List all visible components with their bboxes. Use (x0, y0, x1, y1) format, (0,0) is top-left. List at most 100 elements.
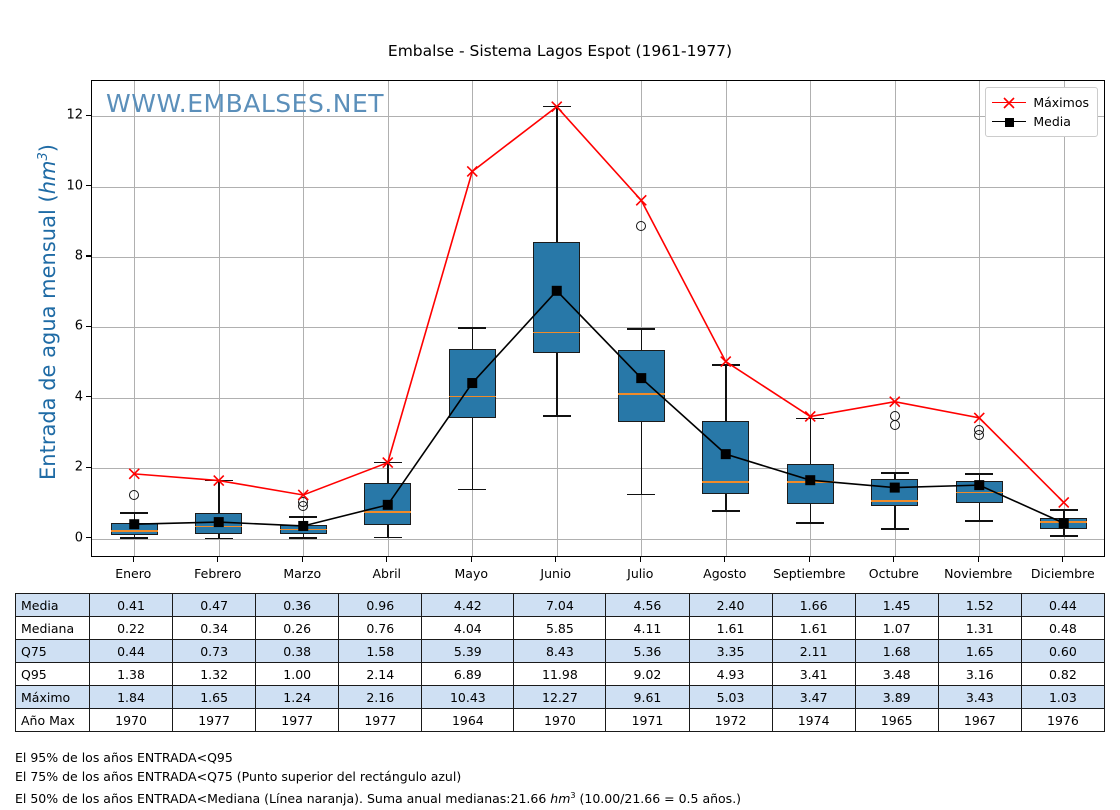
x-tick-mark (217, 557, 219, 562)
y-tick-label: 10 (66, 178, 83, 194)
x-tick-label-abril: Abril (372, 566, 402, 581)
gridline-vertical (810, 81, 812, 556)
outlier-point (974, 429, 985, 440)
table-cell: 1.61 (688, 616, 773, 640)
marker-square (129, 519, 140, 530)
x-tick-mark (555, 557, 557, 562)
gridline-vertical (725, 81, 727, 556)
whisker-cap-lower (796, 522, 825, 524)
y-tick-label: 4 (74, 389, 83, 405)
marker-x (889, 396, 901, 408)
whisker-cap-upper (711, 364, 740, 366)
table-cell: 1970 (513, 708, 607, 732)
median-line (533, 331, 581, 334)
gridline-horizontal (92, 397, 1104, 399)
whisker-cap-upper (1049, 508, 1078, 511)
gridline-vertical (641, 81, 643, 556)
marker-x (551, 101, 563, 113)
table-cell: 3.43 (937, 685, 1022, 709)
gridline-horizontal (92, 257, 1104, 258)
footnote-mediana: El 50% de los años ENTRADA<Mediana (Líne… (15, 790, 742, 807)
marker-x (128, 468, 140, 480)
table-cell: 1977 (255, 708, 340, 732)
table-cell: 1.65 (172, 685, 257, 709)
table-cell: 1.66 (771, 593, 856, 617)
gridline-horizontal (92, 186, 1104, 188)
table-cell: 1.00 (255, 662, 340, 686)
x-tick-mark (893, 557, 895, 562)
whisker-lower (556, 353, 558, 417)
series-máximos (128, 101, 1070, 508)
table-cell: 12.27 (513, 685, 607, 709)
table-cell: 0.76 (338, 616, 423, 640)
whisker-cap-upper (627, 328, 656, 330)
marker-x (1058, 496, 1070, 508)
table-cell: 4.11 (605, 616, 690, 640)
marker-x (297, 489, 309, 501)
table-cell: 2.40 (688, 593, 773, 617)
gridline-horizontal (92, 468, 1104, 470)
x-tick-label-julio: Julio (627, 566, 654, 581)
whisker-upper (471, 328, 473, 349)
table-cell: 0.34 (172, 616, 257, 640)
table-cell: 0.38 (255, 639, 340, 663)
marker-x (804, 410, 816, 423)
box-julio (617, 349, 665, 423)
table-cell: 5.85 (513, 616, 607, 640)
outlier-point (636, 221, 647, 232)
table-cell: 9.02 (605, 662, 690, 686)
gridline-vertical (134, 81, 136, 556)
whisker-upper (387, 462, 389, 483)
whisker-upper (809, 418, 811, 465)
whisker-upper (725, 365, 727, 421)
marker-x (973, 412, 985, 424)
x-tick-mark (977, 557, 979, 562)
table-cell: 1977 (172, 708, 257, 732)
table-cell: 1.65 (937, 639, 1022, 663)
y-tick-mark (86, 396, 91, 398)
table-row-header: Máximo (15, 685, 90, 709)
table-cell: 1.38 (88, 662, 174, 686)
table-cell: 1970 (88, 708, 174, 732)
table-cell: 4.42 (421, 593, 515, 617)
whisker-lower (978, 502, 980, 522)
y-tick-mark (86, 325, 91, 328)
table-cell: 1.68 (854, 639, 939, 663)
marker-square (889, 482, 900, 493)
table-cell: 10.43 (421, 685, 515, 709)
x-tick-mark (470, 557, 472, 562)
gridline-horizontal (92, 116, 1104, 118)
page-title: Embalse - Sistema Lagos Espot (1961-1977… (387, 42, 733, 60)
table-row-header: Q95 (15, 662, 90, 686)
table-cell: 3.41 (771, 662, 856, 686)
y-tick-label: 12 (66, 107, 83, 123)
table-cell: 3.47 (771, 685, 856, 709)
x-tick-label-enero: Enero (115, 566, 152, 581)
whisker-cap-lower (204, 537, 233, 540)
gridline-vertical (979, 81, 981, 556)
whisker-lower (471, 418, 473, 490)
whisker-upper (978, 474, 980, 481)
table-cell: 2.14 (338, 662, 423, 686)
table-cell: 0.96 (338, 593, 423, 617)
marker-square (382, 499, 393, 510)
whisker-cap-upper (965, 473, 994, 475)
table-cell: 1.24 (255, 685, 340, 709)
whisker-upper (133, 513, 135, 524)
table-cell: 7.04 (513, 593, 607, 617)
table-cell: 1976 (1020, 708, 1106, 732)
table-cell: 1.31 (937, 616, 1022, 640)
whisker-cap-lower (627, 493, 656, 496)
whisker-cap-upper (289, 516, 318, 518)
x-tick-mark (724, 557, 726, 562)
table-cell: 9.61 (605, 685, 690, 709)
table-cell: 1.58 (338, 639, 423, 663)
table-cell: 0.82 (1020, 662, 1106, 686)
box-junio (533, 241, 581, 354)
gridline-vertical (218, 81, 220, 556)
outlier-point (129, 489, 140, 500)
table-row: Q95 1.38 1.32 1.00 2.14 6.89 11.98 9.02 4.93 3.41… (15, 662, 1106, 686)
gridline-vertical (472, 81, 474, 556)
footnote-q95: El 95% de los años ENTRADA<Q95 (15, 750, 233, 765)
table-row-header: Media (15, 593, 90, 617)
